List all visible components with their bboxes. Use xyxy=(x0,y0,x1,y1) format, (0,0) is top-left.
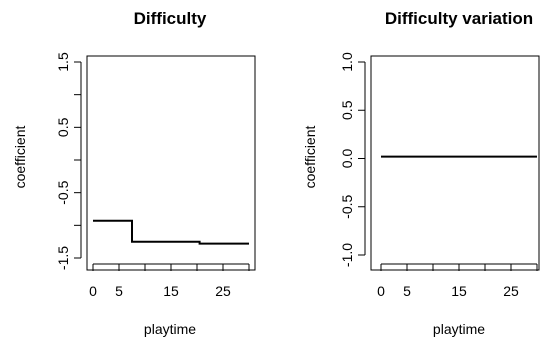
y-tick-label: 0.5 xyxy=(339,100,355,120)
y-tick-label: -1.5 xyxy=(55,246,71,270)
y-tick-label: -0.5 xyxy=(339,194,355,218)
plot-frame xyxy=(370,55,540,271)
y-tick-label: 0.5 xyxy=(55,117,71,137)
x-axis-label: playtime xyxy=(144,321,196,337)
axes: 0 5 15 25 -1.5 -0.5 0.5 1.5 xyxy=(55,52,250,299)
y-axis-label: coefficient xyxy=(12,125,28,188)
plot-frame xyxy=(86,55,256,271)
axes: 0 5 15 25 -1.0 -0.5 0.0 0.5 1.0 xyxy=(339,52,538,299)
x-tick-label: 15 xyxy=(451,283,467,299)
chart-title: Difficulty xyxy=(134,9,207,28)
y-tick-label: -0.5 xyxy=(55,180,71,204)
y-tick-label: 0.0 xyxy=(339,149,355,169)
x-tick-label: 25 xyxy=(503,283,519,299)
series-line xyxy=(93,219,249,245)
x-tick-label: 15 xyxy=(163,283,179,299)
x-axis-label: playtime xyxy=(433,321,485,337)
y-tick-label: 1.0 xyxy=(339,52,355,72)
panel-difficulty-variation: Difficulty variation playtime coefficien… xyxy=(302,9,540,337)
x-tick-label: 25 xyxy=(215,283,231,299)
x-tick-label: 5 xyxy=(115,283,123,299)
x-tick-label: 0 xyxy=(89,283,97,299)
chart-title: Difficulty variation xyxy=(385,9,533,28)
panel-difficulty: Difficulty playtime coefficient 0 5 15 25 -1… xyxy=(12,9,256,337)
x-tick-label: 0 xyxy=(377,283,385,299)
series-group xyxy=(93,219,249,245)
x-tick-label: 5 xyxy=(403,283,411,299)
y-tick-label: 1.5 xyxy=(55,52,71,72)
y-tick-label: -1.0 xyxy=(339,243,355,267)
y-axis-label: coefficient xyxy=(302,125,318,188)
